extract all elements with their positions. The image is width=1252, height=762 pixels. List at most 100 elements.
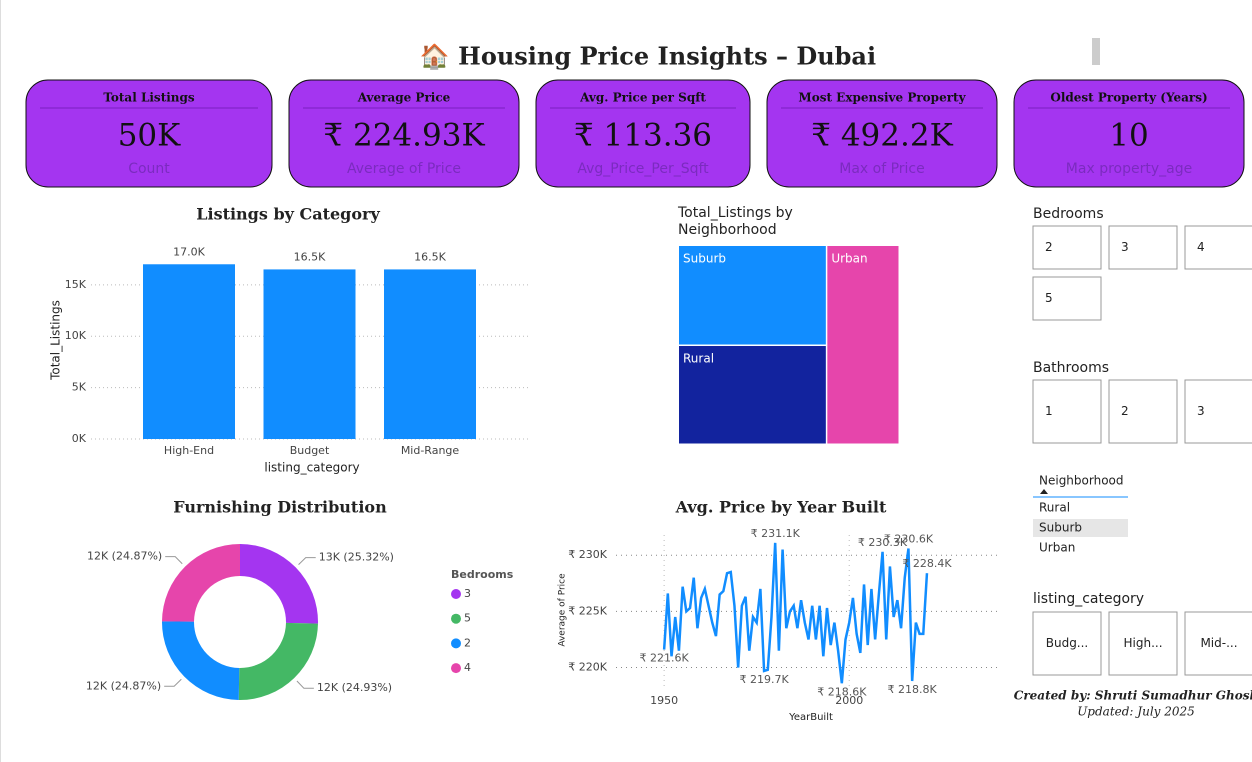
legend-entry: 4 bbox=[464, 661, 471, 674]
legend-swatch bbox=[451, 613, 461, 624]
card-title: Average Price bbox=[357, 91, 451, 105]
bar bbox=[143, 264, 235, 439]
card-label: Max property_age bbox=[1066, 161, 1192, 177]
option-label: 3 bbox=[1121, 240, 1129, 254]
chart-title: Avg. Price by Year Built bbox=[675, 498, 887, 517]
data-label: 12K (24.87%) bbox=[87, 550, 162, 563]
x-tick-label: 1950 bbox=[650, 694, 678, 707]
list-option[interactable]: Rural bbox=[1039, 501, 1070, 515]
option-label: 2 bbox=[1121, 404, 1129, 418]
list-option[interactable]: Urban bbox=[1039, 541, 1075, 555]
kpi-card bbox=[1013, 79, 1245, 188]
option-label: Mid-... bbox=[1200, 636, 1237, 650]
option-label: 3 bbox=[1197, 404, 1205, 418]
leader-line bbox=[298, 557, 316, 565]
x-tick-label: Mid-Range bbox=[401, 444, 460, 457]
option-label: High... bbox=[1123, 636, 1162, 650]
leader-line bbox=[164, 678, 182, 687]
slicer-title: Neighborhood bbox=[1039, 474, 1124, 488]
x-tick-label: 2000 bbox=[835, 694, 863, 707]
slicer-option[interactable] bbox=[1108, 225, 1178, 270]
kpi-card bbox=[288, 79, 520, 188]
x-axis-title: YearBuilt bbox=[788, 712, 833, 723]
slicer-title: Bedrooms bbox=[1033, 206, 1104, 222]
card-title: Avg. Price per Sqft bbox=[579, 91, 706, 105]
legend-entry: 5 bbox=[464, 612, 471, 625]
chart-title: Listings by Category bbox=[196, 205, 380, 224]
card-title: Most Expensive Property bbox=[798, 91, 966, 105]
donut-slice bbox=[240, 544, 318, 624]
card-label: Average of Price bbox=[347, 161, 461, 177]
slicer-option[interactable] bbox=[1032, 611, 1102, 676]
y-tick-label: 5K bbox=[72, 381, 87, 394]
slicer-title: Bathrooms bbox=[1033, 360, 1109, 376]
option-label: 2 bbox=[1045, 240, 1053, 254]
slicer-option[interactable] bbox=[1108, 611, 1178, 676]
card-title: Oldest Property (Years) bbox=[1050, 91, 1207, 105]
card-title: Total Listings bbox=[103, 91, 195, 105]
data-label: ₹ 230.3K bbox=[858, 536, 908, 549]
leader-line bbox=[165, 556, 183, 565]
data-label: ₹ 218.6K bbox=[817, 685, 867, 698]
tile-label: Rural bbox=[683, 352, 714, 366]
treemap-tile bbox=[679, 346, 826, 444]
kpi-card bbox=[535, 79, 751, 188]
treemap-tile bbox=[827, 246, 899, 444]
slicer-option[interactable] bbox=[1184, 611, 1252, 676]
card-value: ₹ 113.36 bbox=[574, 118, 712, 154]
slicer-option[interactable] bbox=[1032, 225, 1102, 270]
option-label: 4 bbox=[1197, 240, 1205, 254]
legend-swatch bbox=[451, 638, 461, 649]
slicer-option[interactable] bbox=[1108, 379, 1178, 444]
x-tick-label: Budget bbox=[290, 444, 330, 457]
y-tick-label: 15K bbox=[65, 278, 87, 291]
price-line bbox=[662, 542, 929, 684]
tile-label: Suburb bbox=[683, 252, 726, 266]
data-label: ₹ 230.6K bbox=[884, 532, 934, 545]
chart-title: Furnishing Distribution bbox=[173, 498, 387, 517]
slicer-option[interactable] bbox=[1184, 379, 1252, 444]
y-axis-title: Total_Listings bbox=[49, 300, 63, 381]
tile-label: Urban bbox=[831, 252, 867, 266]
data-label: ₹ 231.1K bbox=[751, 527, 801, 540]
option-label: 5 bbox=[1045, 291, 1053, 305]
slicer-title: listing_category bbox=[1033, 591, 1144, 607]
data-label: 13K (25.32%) bbox=[319, 551, 394, 564]
x-axis-title: listing_category bbox=[264, 461, 359, 475]
data-label: 12K (24.87%) bbox=[86, 679, 161, 692]
kpi-card bbox=[25, 79, 273, 188]
card-value: 10 bbox=[1109, 118, 1148, 154]
legend-entry: 2 bbox=[464, 636, 471, 649]
legend-swatch bbox=[451, 589, 461, 599]
y-tick-label: ₹ 225K bbox=[568, 604, 607, 617]
kpi-card bbox=[766, 79, 998, 188]
x-tick-label: High-End bbox=[164, 444, 214, 457]
data-label: 12K (24.93%) bbox=[317, 681, 392, 694]
y-axis-title: Average of Price bbox=[558, 573, 568, 647]
legend-swatch bbox=[451, 663, 461, 674]
sort-icon bbox=[1040, 489, 1048, 494]
scroll-handle bbox=[1092, 38, 1100, 65]
treemap-tile bbox=[679, 246, 826, 345]
slicer-option[interactable] bbox=[1032, 379, 1102, 444]
leader-line bbox=[296, 680, 314, 689]
card-value: ₹ 492.2K bbox=[811, 118, 953, 154]
bar bbox=[263, 269, 356, 439]
y-tick-label: ₹ 230K bbox=[568, 548, 607, 561]
card-label: Avg_Price_Per_Sqft bbox=[577, 161, 709, 177]
credit: Created by: Shruti Sumadhur Ghosh bbox=[1014, 689, 1252, 703]
list-option[interactable]: Suburb bbox=[1039, 521, 1082, 535]
updated: Updated: July 2025 bbox=[1077, 705, 1195, 719]
slicer-option[interactable] bbox=[1032, 276, 1102, 321]
slicer-option[interactable] bbox=[1184, 225, 1252, 270]
data-label: ₹ 219.7K bbox=[739, 673, 789, 686]
donut-slice bbox=[238, 622, 318, 701]
option-label: Budg... bbox=[1046, 636, 1089, 650]
bar bbox=[384, 269, 476, 439]
card-value: 50K bbox=[118, 118, 181, 154]
data-label: 16.5K bbox=[294, 250, 326, 263]
option-label: 1 bbox=[1045, 404, 1053, 418]
data-label: ₹ 218.8K bbox=[888, 683, 938, 696]
